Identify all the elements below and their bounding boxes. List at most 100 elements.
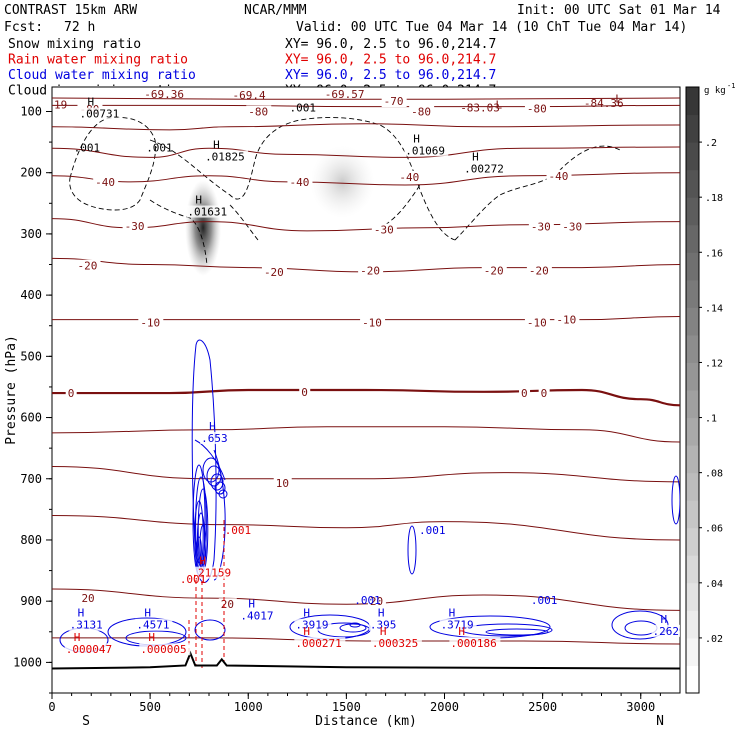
temperature-contour: [52, 123, 680, 131]
max-label: .395: [370, 619, 397, 632]
extra-label: -83.03: [460, 101, 500, 114]
colorbar-tick-label: .04: [705, 579, 723, 590]
max-label: .3719: [441, 619, 474, 632]
max-label: .000186: [450, 637, 496, 650]
x-tick-label: 500: [139, 700, 161, 714]
max-label-bg: [78, 107, 123, 120]
x-tick-label: 2000: [430, 700, 459, 714]
contour-label-bg: [246, 105, 272, 118]
extra-label: .001: [354, 594, 381, 607]
contour-label: -70: [384, 95, 404, 108]
max-label-bg: [64, 643, 116, 656]
cloud-water-contour: [196, 536, 202, 564]
contour-label-bg: [122, 219, 148, 232]
max-label: .3919: [295, 619, 328, 632]
extra-label: .001: [531, 594, 558, 607]
contour-label: -40: [399, 171, 419, 184]
contour-label-bg: [397, 170, 423, 183]
colorbar-cell: [686, 334, 699, 363]
colorbar-cell: [686, 637, 699, 666]
contour-label-bg: [358, 264, 384, 277]
axes: 0 500 1000 1500 2000 2500 30001002003004005006…: [4, 104, 664, 729]
max-marker: H: [144, 607, 151, 620]
max-label-bg: [368, 618, 399, 631]
field-name: Rain water mixing ratio: [8, 53, 188, 68]
colorbar-frame: [685, 86, 700, 694]
temperature-contour: [52, 588, 680, 611]
extra-label: .001: [74, 141, 101, 154]
max-label: .000047: [66, 643, 112, 656]
low-marker: L: [496, 98, 503, 111]
contour-label: -80: [248, 105, 268, 118]
max-marker: H: [449, 607, 456, 620]
cloud-ice-contour: [454, 145, 621, 241]
contour-label-bg: [526, 264, 552, 277]
max-label-bg: [404, 144, 449, 157]
rain-minor-label: .001: [225, 524, 252, 537]
max-label-bg: [186, 205, 231, 218]
temperature-contour: [52, 172, 680, 186]
contour-label: -30: [531, 221, 551, 234]
y-tick-label: 500: [20, 349, 42, 363]
contour-label-bg: [524, 102, 550, 115]
contour-label-bg: [75, 259, 101, 272]
contour-label-bg: [481, 264, 507, 277]
surface-line: [52, 650, 680, 670]
temperature-contour: [52, 97, 680, 100]
max-label: .01631: [187, 206, 227, 219]
contour-label-bg: [299, 385, 311, 398]
fcst-value: 72 h: [64, 20, 95, 35]
colorbar-cell: [686, 445, 699, 474]
cloud-ice-contour: [229, 204, 259, 241]
contour-label: -20: [484, 265, 504, 278]
max-marker: H: [199, 555, 206, 568]
max-marker: H: [303, 607, 310, 620]
contour-label: -40: [289, 176, 309, 189]
temperature-contour: [52, 146, 680, 158]
field-name: Cloud water mixing ratio: [8, 68, 196, 83]
colorbar-cell: [686, 87, 699, 116]
extra-label: .001: [289, 101, 316, 114]
field-xy: XY= 96.0, 2.5 to 96.0,214.7: [285, 68, 496, 83]
colorbar-cell: [686, 665, 699, 694]
colorbar-cell: [686, 307, 699, 336]
max-label-bg: [294, 618, 332, 631]
cloud-ice-contour: [149, 117, 456, 241]
max-label-bg: [135, 618, 173, 631]
max-label-bg: [449, 637, 501, 650]
colorbar-cell: [686, 197, 699, 226]
colorbar-tick-label: .2: [705, 138, 717, 149]
x-tick-label: 1000: [234, 700, 263, 714]
extra-label: -84.36: [584, 97, 624, 110]
extra-label: -69.36: [144, 88, 184, 101]
colorbar-cell: [686, 610, 699, 639]
extra-label: .001: [419, 524, 446, 537]
max-label: .01825: [205, 150, 245, 163]
max-label: .00272: [464, 163, 504, 176]
max-marker: H: [248, 598, 255, 611]
contour-label-bg: [65, 387, 77, 400]
contour-label: 0: [68, 387, 75, 400]
max-marker: H: [413, 132, 420, 145]
contour-label: -30: [562, 221, 582, 234]
y-tick-label: 100: [20, 104, 42, 118]
field-xy: XY= 96.0, 2.5 to 96.0,214.7: [285, 53, 496, 68]
max-label: .000271: [295, 637, 341, 650]
colorbar-tick-label: .08: [705, 469, 723, 480]
colorbar-tick-label: .18: [705, 193, 723, 204]
contour-label: -10: [140, 317, 160, 330]
y-axis-title: Pressure (hPa): [4, 335, 19, 445]
contour-label: 0: [521, 387, 528, 400]
contour-label: 20: [221, 598, 234, 611]
max-label-bg: [239, 609, 277, 622]
cloud-water-contour: [485, 628, 549, 636]
x-tick-label: 1500: [332, 700, 361, 714]
cloud-water-contour: [199, 524, 207, 566]
max-marker: H: [148, 631, 155, 644]
y-tick-label: 600: [20, 411, 42, 425]
contour-label: -80: [411, 105, 431, 118]
colorbar-cell: [686, 142, 699, 171]
contour-label-bg: [560, 220, 586, 233]
max-label-bg: [204, 150, 249, 163]
